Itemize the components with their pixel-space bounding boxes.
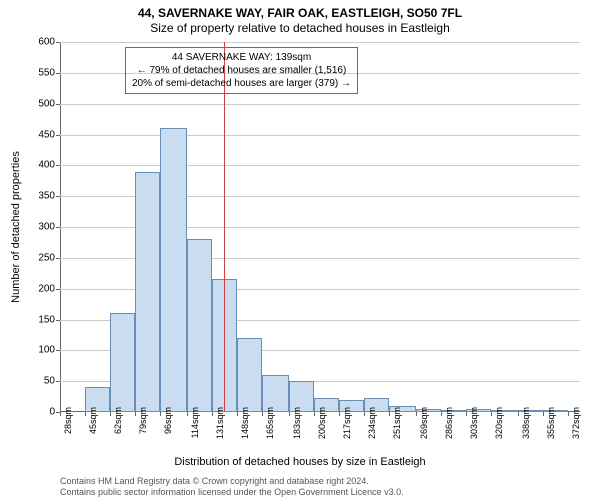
gridline <box>60 42 580 43</box>
bar <box>187 239 212 412</box>
ytick-label: 200 <box>25 283 55 294</box>
ytick-mark <box>56 104 60 105</box>
info-line3: 20% of semi-detached houses are larger (… <box>132 77 351 90</box>
ytick-label: 50 <box>25 376 55 387</box>
info-box: 44 SAVERNAKE WAY: 139sqm← 79% of detache… <box>125 47 358 94</box>
xtick-mark <box>339 412 340 416</box>
xtick-label: 303sqm <box>469 407 479 439</box>
xtick-mark <box>135 412 136 416</box>
ytick-mark <box>56 135 60 136</box>
xtick-mark <box>60 412 61 416</box>
ytick-mark <box>56 320 60 321</box>
y-axis-label: Number of detached properties <box>10 151 22 303</box>
footer-attribution: Contains HM Land Registry data © Crown c… <box>60 476 404 498</box>
gridline <box>60 135 580 136</box>
xtick-mark <box>314 412 315 416</box>
ytick-label: 400 <box>25 160 55 171</box>
ytick-mark <box>56 73 60 74</box>
reference-line <box>224 42 225 412</box>
bar <box>135 172 160 413</box>
xtick-label: 269sqm <box>419 407 429 439</box>
xtick-label: 114sqm <box>190 407 200 438</box>
xtick-mark <box>389 412 390 416</box>
xtick-label: 338sqm <box>521 407 531 439</box>
xtick-label: 355sqm <box>546 407 556 439</box>
ytick-mark <box>56 289 60 290</box>
ytick-mark <box>56 350 60 351</box>
xtick-mark <box>110 412 111 416</box>
chart-plot-area: 05010015020025030035040045050055060028sq… <box>60 42 580 412</box>
xtick-label: 148sqm <box>240 407 250 439</box>
xtick-mark <box>543 412 544 416</box>
ytick-mark <box>56 258 60 259</box>
xtick-mark <box>491 412 492 416</box>
footer-line1: Contains HM Land Registry data © Crown c… <box>60 476 404 487</box>
ytick-label: 500 <box>25 98 55 109</box>
gridline <box>60 104 580 105</box>
xtick-label: 320sqm <box>494 407 504 439</box>
xtick-label: 183sqm <box>292 407 302 439</box>
xtick-mark <box>187 412 188 416</box>
xtick-label: 286sqm <box>444 407 454 439</box>
ytick-label: 550 <box>25 67 55 78</box>
x-axis-label: Distribution of detached houses by size … <box>0 456 600 468</box>
ytick-label: 450 <box>25 129 55 140</box>
xtick-mark <box>518 412 519 416</box>
ytick-label: 350 <box>25 191 55 202</box>
ytick-mark <box>56 42 60 43</box>
ytick-mark <box>56 381 60 382</box>
ytick-label: 600 <box>25 37 55 48</box>
xtick-mark <box>289 412 290 416</box>
xtick-label: 372sqm <box>571 407 581 439</box>
xtick-mark <box>364 412 365 416</box>
gridline <box>60 165 580 166</box>
xtick-label: 96sqm <box>163 407 173 434</box>
ytick-label: 100 <box>25 345 55 356</box>
xtick-label: 62sqm <box>113 407 123 434</box>
ytick-label: 300 <box>25 222 55 233</box>
bar <box>237 338 262 412</box>
plot: 05010015020025030035040045050055060028sq… <box>60 42 580 412</box>
xtick-label: 217sqm <box>342 407 352 439</box>
ytick-mark <box>56 227 60 228</box>
xtick-label: 28sqm <box>63 407 73 434</box>
info-line1: 44 SAVERNAKE WAY: 139sqm <box>132 51 351 64</box>
chart-title-main: 44, SAVERNAKE WAY, FAIR OAK, EASTLEIGH, … <box>0 0 600 20</box>
xtick-label: 165sqm <box>265 407 275 439</box>
xtick-mark <box>416 412 417 416</box>
info-line2: ← 79% of detached houses are smaller (1,… <box>132 64 351 77</box>
xtick-label: 45sqm <box>88 407 98 434</box>
bar <box>110 313 135 412</box>
ytick-mark <box>56 165 60 166</box>
ytick-mark <box>56 196 60 197</box>
xtick-mark <box>212 412 213 416</box>
xtick-mark <box>466 412 467 416</box>
ytick-label: 250 <box>25 252 55 263</box>
xtick-mark <box>262 412 263 416</box>
ytick-label: 0 <box>25 407 55 418</box>
xtick-label: 251sqm <box>392 407 402 439</box>
ytick-label: 150 <box>25 314 55 325</box>
chart-title-sub: Size of property relative to detached ho… <box>0 20 600 35</box>
footer-line2: Contains public sector information licen… <box>60 487 404 498</box>
xtick-mark <box>160 412 161 416</box>
xtick-label: 200sqm <box>317 407 327 439</box>
bar <box>160 128 187 412</box>
xtick-label: 79sqm <box>138 407 148 434</box>
xtick-mark <box>85 412 86 416</box>
xtick-label: 234sqm <box>367 407 377 439</box>
xtick-mark <box>568 412 569 416</box>
xtick-mark <box>237 412 238 416</box>
xtick-mark <box>441 412 442 416</box>
